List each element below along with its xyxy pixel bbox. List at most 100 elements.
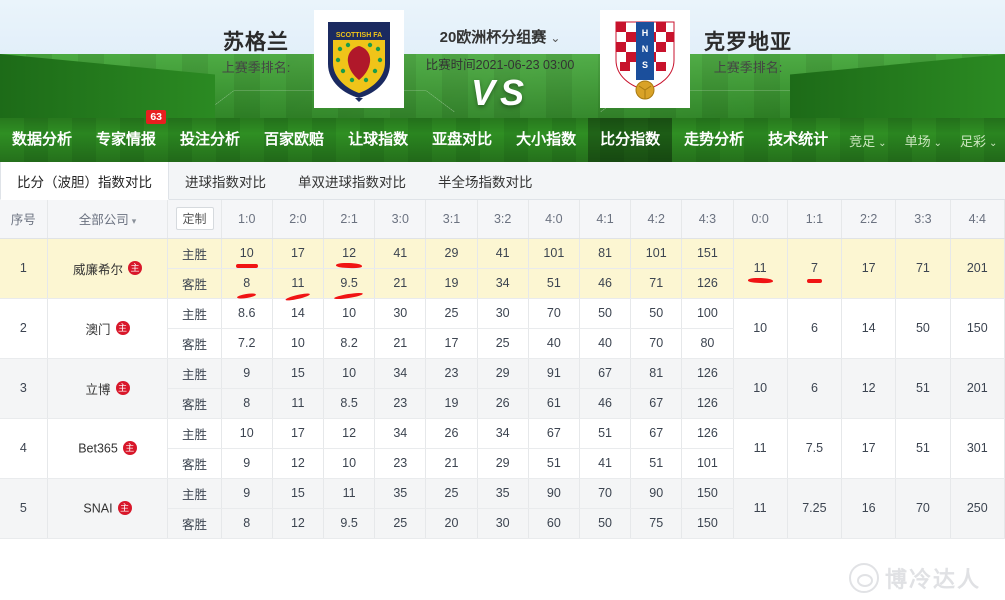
odds-cell-draw[interactable]: 11 (733, 418, 788, 479)
odds-cell-home[interactable]: 25 (425, 298, 478, 329)
company-cell[interactable]: 立博主 (47, 358, 169, 419)
odds-cell-draw[interactable]: 201 (950, 358, 1005, 419)
odds-cell-away[interactable]: 10 (323, 448, 376, 479)
odds-cell-away[interactable]: 51 (528, 268, 580, 299)
odds-cell-home[interactable]: 11 (323, 478, 376, 509)
odds-cell-away[interactable]: 23 (374, 388, 427, 419)
odds-cell-away[interactable]: 9 (221, 448, 273, 479)
odds-cell-draw[interactable]: 10 (733, 358, 788, 419)
odds-cell-home[interactable]: 26 (425, 418, 478, 449)
odds-cell-home[interactable]: 50 (579, 298, 632, 329)
odds-cell-home[interactable]: 23 (425, 358, 478, 389)
odds-cell-draw[interactable]: 11 (733, 238, 788, 299)
odds-cell-draw[interactable]: 201 (950, 238, 1005, 299)
odds-cell-home[interactable]: 35 (477, 478, 529, 509)
header-score-4-1[interactable]: 4:1 (579, 200, 632, 239)
odds-cell-away[interactable]: 10 (272, 328, 325, 359)
header-score-3-0[interactable]: 3:0 (374, 200, 427, 239)
odds-cell-home[interactable]: 70 (579, 478, 632, 509)
odds-cell-away[interactable]: 21 (374, 268, 427, 299)
nav-right-jingzu[interactable]: 竞足 ⌄ (840, 131, 895, 150)
custom-button[interactable]: 定制 (175, 207, 214, 231)
odds-cell-home[interactable]: 17 (272, 238, 325, 269)
nav-item-shujufenxi[interactable]: 数据分析 (0, 118, 84, 162)
odds-cell-draw[interactable]: 6 (787, 358, 843, 419)
nav-item-zhuanjiaqingbao[interactable]: 专家情报 63 (84, 110, 168, 162)
odds-cell-away[interactable]: 70 (630, 328, 683, 359)
odds-cell-draw[interactable]: 17 (841, 238, 897, 299)
odds-cell-home[interactable]: 101 (528, 238, 580, 269)
odds-cell-home[interactable]: 50 (630, 298, 683, 329)
odds-cell-away[interactable]: 12 (272, 508, 325, 539)
odds-cell-away[interactable]: 7.2 (221, 328, 273, 359)
odds-cell-draw[interactable]: 150 (950, 298, 1005, 359)
odds-cell-home[interactable]: 67 (579, 358, 632, 389)
odds-cell-draw[interactable]: 11 (733, 478, 788, 539)
odds-cell-home[interactable]: 34 (374, 418, 427, 449)
odds-cell-home[interactable]: 91 (528, 358, 580, 389)
nav-item-rangqiuzhishu[interactable]: 让球指数 (336, 118, 420, 162)
odds-cell-away[interactable]: 21 (374, 328, 427, 359)
odds-cell-away[interactable]: 101 (681, 448, 734, 479)
odds-cell-away[interactable]: 9.5 (323, 508, 376, 539)
odds-cell-away[interactable]: 67 (630, 388, 683, 419)
odds-cell-home[interactable]: 67 (528, 418, 580, 449)
odds-cell-away[interactable]: 8.2 (323, 328, 376, 359)
nav-item-zoushifenxi[interactable]: 走势分析 (672, 118, 756, 162)
nav-right-zucai[interactable]: 足彩 ⌄ (951, 131, 1005, 150)
odds-cell-away[interactable]: 30 (477, 508, 529, 539)
odds-cell-away[interactable]: 25 (374, 508, 427, 539)
odds-cell-away[interactable]: 25 (477, 328, 529, 359)
header-draw-0-0[interactable]: 0:0 (733, 200, 788, 239)
nav-item-touzhufenxi[interactable]: 投注分析 (168, 118, 252, 162)
odds-cell-away[interactable]: 8.5 (323, 388, 376, 419)
odds-cell-away[interactable]: 46 (579, 268, 632, 299)
header-score-2-0[interactable]: 2:0 (272, 200, 325, 239)
odds-cell-home[interactable]: 81 (630, 358, 683, 389)
odds-cell-home[interactable]: 29 (425, 238, 478, 269)
odds-cell-away[interactable]: 26 (477, 388, 529, 419)
odds-cell-draw[interactable]: 7.5 (787, 418, 843, 479)
header-score-4-3[interactable]: 4:3 (681, 200, 734, 239)
odds-cell-home[interactable]: 101 (630, 238, 683, 269)
nav-item-bifenzhishu[interactable]: 比分指数 (588, 118, 673, 162)
nav-item-daxiaozhishu[interactable]: 大小指数 (504, 118, 588, 162)
odds-cell-home[interactable]: 41 (477, 238, 529, 269)
odds-cell-away[interactable]: 75 (630, 508, 683, 539)
odds-cell-away[interactable]: 51 (528, 448, 580, 479)
odds-cell-draw[interactable]: 12 (841, 358, 897, 419)
odds-cell-away[interactable]: 12 (272, 448, 325, 479)
odds-cell-home[interactable]: 126 (681, 358, 734, 389)
odds-cell-home[interactable]: 15 (272, 478, 325, 509)
odds-cell-away[interactable]: 34 (477, 268, 529, 299)
header-draw-2-2[interactable]: 2:2 (841, 200, 897, 239)
odds-cell-away[interactable]: 50 (579, 508, 632, 539)
odds-cell-draw[interactable]: 7.25 (787, 478, 843, 539)
header-score-3-2[interactable]: 3:2 (477, 200, 529, 239)
odds-cell-away[interactable]: 17 (425, 328, 478, 359)
match-title[interactable]: 20欧洲杯分组赛 ⌄ (400, 26, 600, 47)
odds-cell-away[interactable]: 150 (681, 508, 734, 539)
odds-cell-away[interactable]: 8 (221, 268, 273, 299)
odds-cell-away[interactable]: 61 (528, 388, 580, 419)
odds-cell-home[interactable]: 151 (681, 238, 734, 269)
odds-cell-draw[interactable]: 71 (895, 238, 951, 299)
odds-cell-away[interactable]: 80 (681, 328, 734, 359)
odds-cell-away[interactable]: 71 (630, 268, 683, 299)
odds-cell-home[interactable]: 9 (221, 478, 273, 509)
company-cell[interactable]: 威廉希尔主 (47, 238, 169, 299)
odds-cell-home[interactable]: 10 (323, 358, 376, 389)
odds-cell-home[interactable]: 41 (374, 238, 427, 269)
nav-item-yapanduibi[interactable]: 亚盘对比 (420, 118, 504, 162)
odds-cell-draw[interactable]: 50 (895, 298, 951, 359)
odds-cell-draw[interactable]: 16 (841, 478, 897, 539)
odds-cell-away[interactable]: 11 (272, 388, 325, 419)
odds-cell-home[interactable]: 70 (528, 298, 580, 329)
odds-cell-home[interactable]: 90 (528, 478, 580, 509)
odds-cell-home[interactable]: 34 (374, 358, 427, 389)
odds-cell-draw[interactable]: 250 (950, 478, 1005, 539)
header-company[interactable]: 全部公司 ▾ (47, 200, 169, 239)
header-score-2-1[interactable]: 2:1 (323, 200, 376, 239)
nav-right-danchang[interactable]: 单场 ⌄ (896, 131, 951, 150)
odds-cell-away[interactable]: 23 (374, 448, 427, 479)
